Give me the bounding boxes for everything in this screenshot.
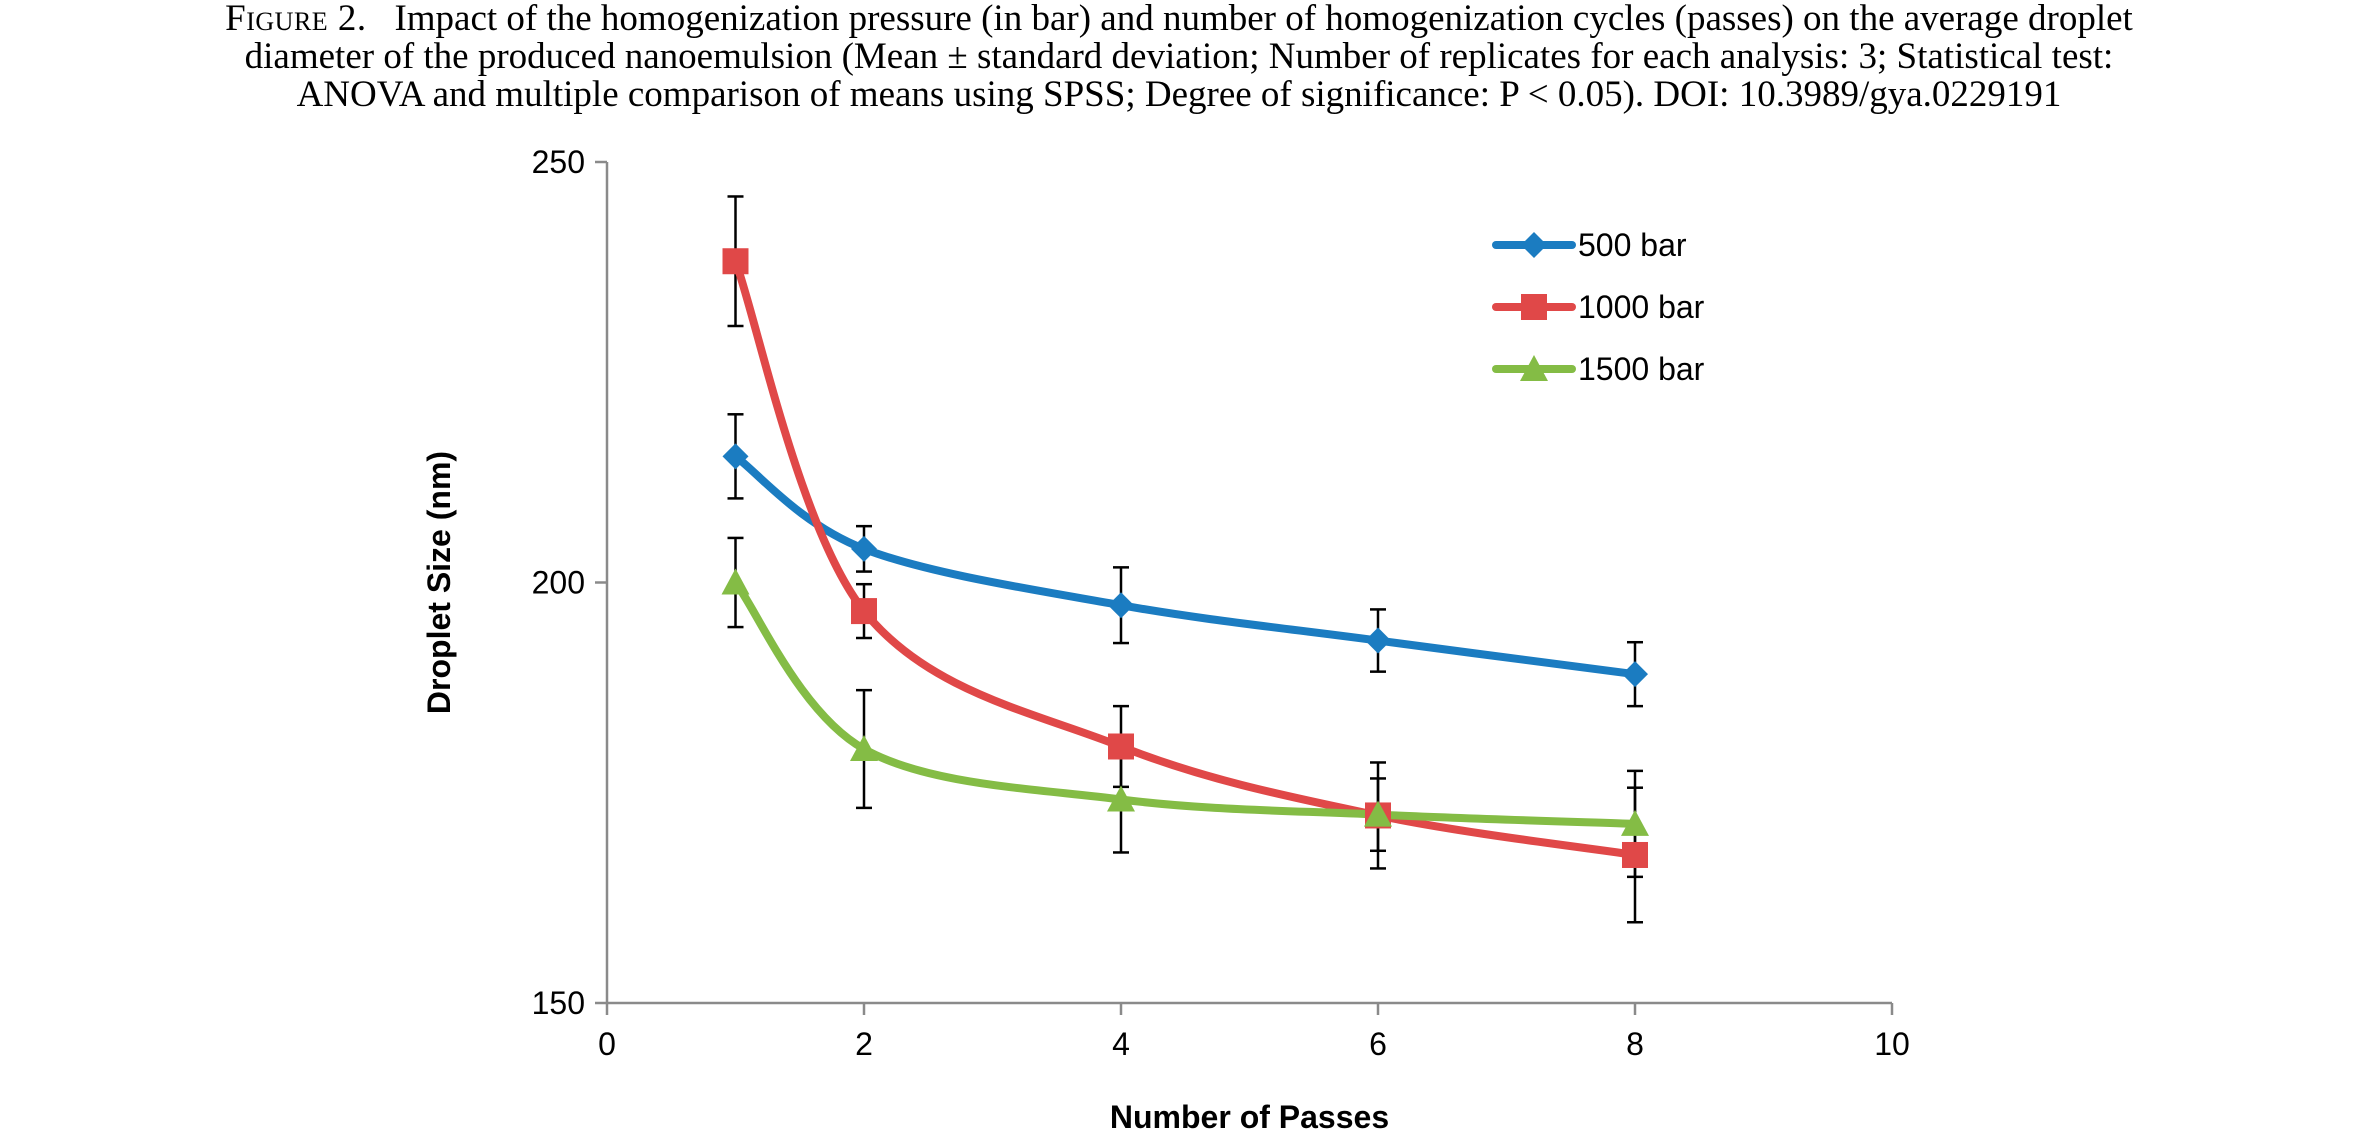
series-markers — [721, 248, 1649, 868]
caption-line-2: diameter of the produced nanoemulsion (M… — [244, 36, 2114, 77]
legend: 500 bar 1000 bar 1500 bar — [1492, 227, 1705, 387]
legend-label-1500-bar: 1500 bar — [1578, 351, 1705, 387]
legend-marker-500-bar — [1521, 232, 1547, 258]
caption-text-1: Impact of the homogenization pressure (i… — [394, 0, 2133, 39]
x-tick-label: 2 — [855, 1026, 873, 1062]
y-tick-label: 200 — [532, 565, 585, 601]
data-point-1000-bar — [851, 598, 877, 625]
data-point-1500-bar — [721, 568, 750, 595]
data-point-1500-bar — [1364, 800, 1392, 827]
series-line-1000-bar — [731, 257, 1639, 859]
x-tick-label: 8 — [1626, 1026, 1644, 1062]
y-axis-title: Droplet Size (nm) — [421, 451, 457, 714]
caption-line-3: ANOVA and multiple comparison of means u… — [296, 74, 2062, 115]
figure-label: Figure 2. — [225, 0, 367, 39]
data-point-1000-bar — [1622, 841, 1648, 868]
legend-marker-1000-bar — [1521, 294, 1547, 320]
data-point-1000-bar — [1108, 733, 1134, 760]
data-point-1500-bar — [1107, 785, 1135, 812]
legend-label-500-bar: 500 bar — [1578, 227, 1687, 263]
data-point-500-bar — [1622, 661, 1648, 688]
axes: 150 200 250 0 2 4 6 8 10 — [532, 144, 1910, 1062]
data-point-500-bar — [1108, 592, 1134, 619]
legend-label-1000-bar: 1000 bar — [1578, 289, 1705, 325]
y-tick-label: 150 — [532, 985, 585, 1021]
series-lines — [731, 257, 1639, 859]
data-point-500-bar — [851, 535, 877, 562]
legend-marker-1500-bar — [1520, 355, 1548, 381]
data-point-1500-bar — [1621, 809, 1649, 836]
data-point-500-bar — [722, 443, 749, 470]
x-axis-title: Number of Passes — [1110, 1099, 1389, 1130]
data-point-1500-bar — [850, 735, 878, 762]
figure-caption: Figure 2. Impact of the homogenization p… — [0, 0, 2358, 114]
y-tick-label: 250 — [532, 144, 585, 180]
caption-line-1: Figure 2. Impact of the homogenization p… — [0, 0, 2358, 38]
x-tick-label: 0 — [598, 1026, 616, 1062]
data-point-1000-bar — [722, 248, 749, 275]
series-line-500-bar — [731, 452, 1639, 679]
x-tick-label: 10 — [1874, 1026, 1910, 1062]
data-point-500-bar — [1365, 627, 1391, 654]
x-tick-label: 6 — [1369, 1026, 1387, 1062]
x-tick-label: 4 — [1112, 1026, 1130, 1062]
